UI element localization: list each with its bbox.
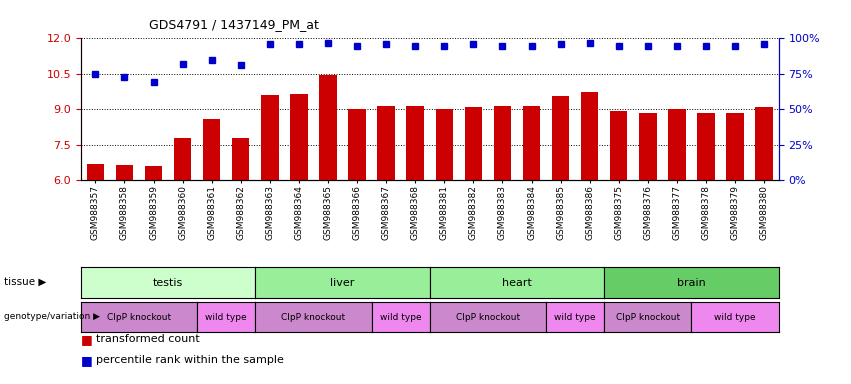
- Bar: [523, 106, 540, 180]
- Bar: [581, 92, 598, 180]
- Bar: [116, 165, 133, 180]
- Bar: [697, 113, 715, 180]
- Bar: [407, 106, 424, 180]
- Bar: [756, 107, 773, 180]
- Text: wild type: wild type: [380, 313, 421, 322]
- Text: wild type: wild type: [205, 313, 247, 322]
- Bar: [610, 111, 627, 180]
- Bar: [261, 95, 278, 180]
- Bar: [319, 75, 337, 180]
- Bar: [145, 166, 163, 180]
- Text: tissue ▶: tissue ▶: [4, 277, 47, 287]
- Text: transformed count: transformed count: [96, 334, 200, 344]
- Bar: [232, 138, 249, 180]
- Text: ■: ■: [81, 333, 97, 346]
- Text: ClpP knockout: ClpP knockout: [616, 313, 680, 322]
- Bar: [436, 109, 453, 180]
- Bar: [203, 119, 220, 180]
- Bar: [551, 96, 569, 180]
- Bar: [465, 107, 482, 180]
- Bar: [290, 94, 308, 180]
- Text: genotype/variation ▶: genotype/variation ▶: [4, 312, 100, 321]
- Text: testis: testis: [153, 278, 183, 288]
- Text: ■: ■: [81, 354, 97, 367]
- Bar: [727, 113, 744, 180]
- Bar: [174, 138, 191, 180]
- Text: wild type: wild type: [554, 313, 596, 322]
- Text: heart: heart: [502, 278, 532, 288]
- Bar: [378, 106, 395, 180]
- Bar: [668, 109, 686, 180]
- Text: ClpP knockout: ClpP knockout: [456, 313, 520, 322]
- Text: brain: brain: [677, 278, 705, 288]
- Text: ClpP knockout: ClpP knockout: [107, 313, 171, 322]
- Bar: [348, 109, 366, 180]
- Text: wild type: wild type: [714, 313, 756, 322]
- Text: liver: liver: [330, 278, 355, 288]
- Bar: [87, 164, 104, 180]
- Text: ClpP knockout: ClpP knockout: [282, 313, 346, 322]
- Bar: [639, 113, 657, 180]
- Text: GDS4791 / 1437149_PM_at: GDS4791 / 1437149_PM_at: [149, 18, 319, 31]
- Bar: [494, 106, 511, 180]
- Text: percentile rank within the sample: percentile rank within the sample: [96, 355, 284, 365]
